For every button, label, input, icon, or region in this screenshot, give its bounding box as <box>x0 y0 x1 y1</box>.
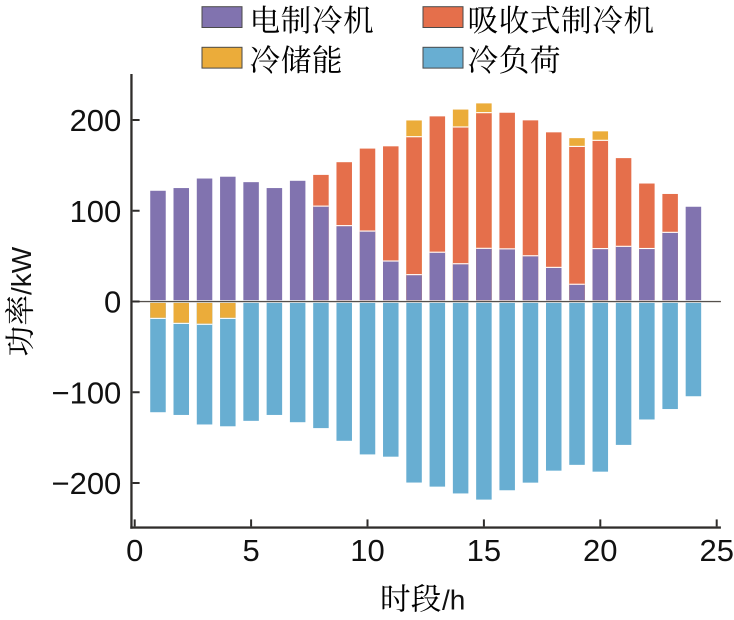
svg-text:0: 0 <box>104 285 121 320</box>
svg-text:−100: −100 <box>51 375 121 410</box>
svg-text:200: 200 <box>70 103 122 138</box>
svg-text:/h: /h <box>442 585 465 616</box>
svg-text:100: 100 <box>70 194 122 229</box>
svg-text:25: 25 <box>699 533 733 568</box>
svg-text:/kW: /kW <box>6 246 37 295</box>
svg-text:−200: −200 <box>51 466 121 501</box>
svg-text:0: 0 <box>126 533 143 568</box>
svg-text:20: 20 <box>583 533 617 568</box>
svg-text:15: 15 <box>467 533 501 568</box>
svg-text:10: 10 <box>350 533 384 568</box>
svg-text:5: 5 <box>242 533 259 568</box>
